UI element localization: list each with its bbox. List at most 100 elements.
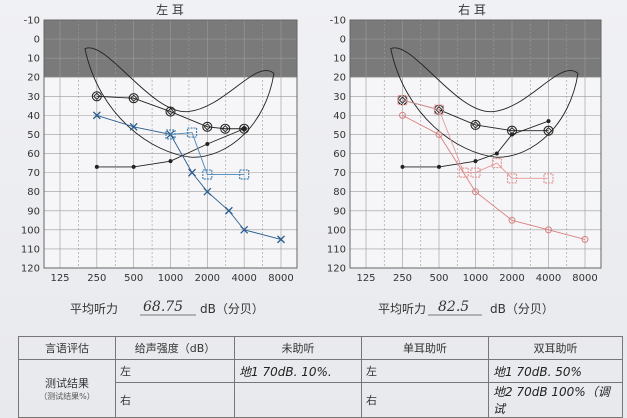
header-eval: 言语评估 (18, 336, 116, 360)
right-avg-value: 82.5 (438, 299, 469, 315)
table-row-right: 右 右 地2 70dB 100%（调试 (19, 382, 623, 418)
speech-banana (390, 47, 579, 158)
data-point-bone-x (188, 168, 197, 177)
data-point-bone-x (166, 130, 175, 139)
data-point-aided-red (397, 95, 408, 106)
y-tick-label: 50 (27, 130, 40, 141)
y-tick-label: 30 (333, 92, 346, 103)
y-tick-label: 70 (333, 168, 346, 179)
y-tick-label: 40 (333, 111, 346, 122)
series-line-unaided (402, 120, 549, 168)
data-point-aided-red (458, 167, 469, 178)
data-point-bone-x (92, 111, 101, 120)
x-tick-label: 1000 (463, 273, 488, 284)
x-tick-label: 500 (124, 273, 143, 284)
data-point-unaided (437, 164, 441, 169)
data-point-aided-red (491, 157, 502, 169)
right-ear-title: 右 耳 (458, 2, 486, 17)
table-row-left: 测试结果 （测试结果%） 左 地1 70dB. 10%. 左 地1 70dB. … (18, 359, 623, 418)
data-point-unaided (131, 164, 136, 169)
right-avg-unit: dB（分贝） (490, 302, 554, 316)
left-avg-unit: dB（分贝） (200, 302, 264, 316)
x-tick-label: 2000 (499, 273, 524, 284)
series-line-aided-binaural (170, 132, 245, 175)
speech-banana (84, 47, 275, 158)
data-point-aided-single (506, 125, 518, 136)
y-tick-label: 60 (333, 149, 346, 160)
left-ear-audiogram: -10 0 10 20 30 40 50 60 70 80 90 100 110 120 125 250 500… (21, 16, 298, 284)
y-tick-label: 0 (340, 35, 346, 46)
intensity-left: 左 (115, 359, 235, 383)
y-tick-label: 120 (327, 264, 346, 275)
data-point-aided-single (470, 119, 481, 130)
data-point-aided-single (91, 91, 102, 102)
data-point-aided-binaural (186, 127, 198, 138)
left-avg-label: 平均听力 (70, 302, 118, 316)
y-tick-label: 50 (333, 130, 346, 141)
y-tick-label: 60 (27, 149, 40, 160)
data-point-bone-x (224, 206, 233, 215)
y-tick-label: 40 (27, 111, 40, 122)
data-point-aided-single (239, 123, 250, 134)
data-point-aided-red (543, 173, 554, 184)
data-point-unaided (94, 164, 99, 169)
data-point-bone-red (545, 226, 552, 234)
data-point-aided-binaural (239, 169, 250, 180)
x-tick-label: 125 (356, 273, 375, 284)
y-tick-label: 10 (333, 54, 346, 65)
data-point-bone-x (277, 235, 285, 244)
data-point-aided-single (202, 121, 213, 132)
data-point-unaided (400, 164, 405, 169)
header-intensity: 给声强度（dB） (115, 336, 235, 360)
data-point-bone-red (508, 216, 516, 224)
y-tick-label: 100 (327, 225, 346, 236)
data-point-unaided (168, 159, 173, 164)
x-tick-label: 2000 (195, 273, 220, 284)
right-ear-audiogram: -10 0 10 20 30 40 50 60 70 80 90 100 110 120 125 250 500… (327, 16, 602, 284)
data-point-aided-red (506, 173, 518, 184)
y-tick-label: 100 (21, 225, 40, 236)
x-tick-label: 8000 (572, 273, 597, 284)
x-tick-label: 250 (393, 273, 412, 284)
left-avg-value: 68.75 (143, 299, 183, 315)
y-tick-label: 30 (27, 92, 40, 103)
table-header-row: 言语评估 给声强度（dB） 未助听 单耳助听 双耳助听 (18, 336, 623, 360)
data-point-bone-x (203, 187, 212, 196)
data-point-aided-binaural (202, 169, 213, 180)
series-line-bone-red (402, 114, 586, 240)
binaural-value-2: 地2 70dB 100%（调试 (488, 382, 623, 418)
y-tick-label: 90 (333, 206, 346, 217)
left-ear-title: 左 耳 (156, 2, 184, 17)
row-label-cell: 测试结果 （测试结果%） (18, 359, 116, 418)
y-tick-label: -10 (24, 16, 40, 27)
data-point-bone-red (581, 235, 589, 243)
data-point-aided-red (433, 104, 445, 115)
unaided-right-value (234, 382, 362, 418)
y-tick-label: 10 (27, 54, 40, 65)
x-tick-label: 1000 (158, 273, 183, 284)
y-tick-label: 110 (327, 244, 346, 255)
single-right: 右 (361, 382, 489, 418)
x-tick-label: 4000 (231, 273, 256, 284)
data-point-aided-binaural (165, 129, 176, 140)
header-single: 单耳助听 (361, 336, 489, 360)
y-tick-label: 110 (21, 244, 40, 255)
speech-evaluation-table: 言语评估 给声强度（dB） 未助听 单耳助听 双耳助听 测试结果 （测试结果%）… (18, 336, 623, 418)
header-unaided: 未助听 (234, 336, 362, 360)
row-label: 测试结果 (45, 377, 89, 390)
data-point-aided-single (543, 125, 554, 136)
data-point-bone-x (240, 225, 249, 234)
single-left: 左 (361, 359, 489, 383)
plot-frame (349, 19, 602, 269)
x-tick-label: 250 (87, 273, 106, 284)
x-tick-label: 125 (50, 273, 69, 284)
data-point-aided-single (220, 123, 231, 134)
x-tick-label: 500 (429, 273, 448, 284)
x-tick-label: 8000 (268, 273, 293, 284)
data-point-bone-red (399, 111, 406, 119)
unaided-left-value: 地1 70dB. 10%. (234, 359, 362, 383)
data-point-unaided (546, 119, 551, 124)
intensity-right: 右 (115, 382, 235, 418)
right-avg-label: 平均听力 (378, 302, 426, 316)
